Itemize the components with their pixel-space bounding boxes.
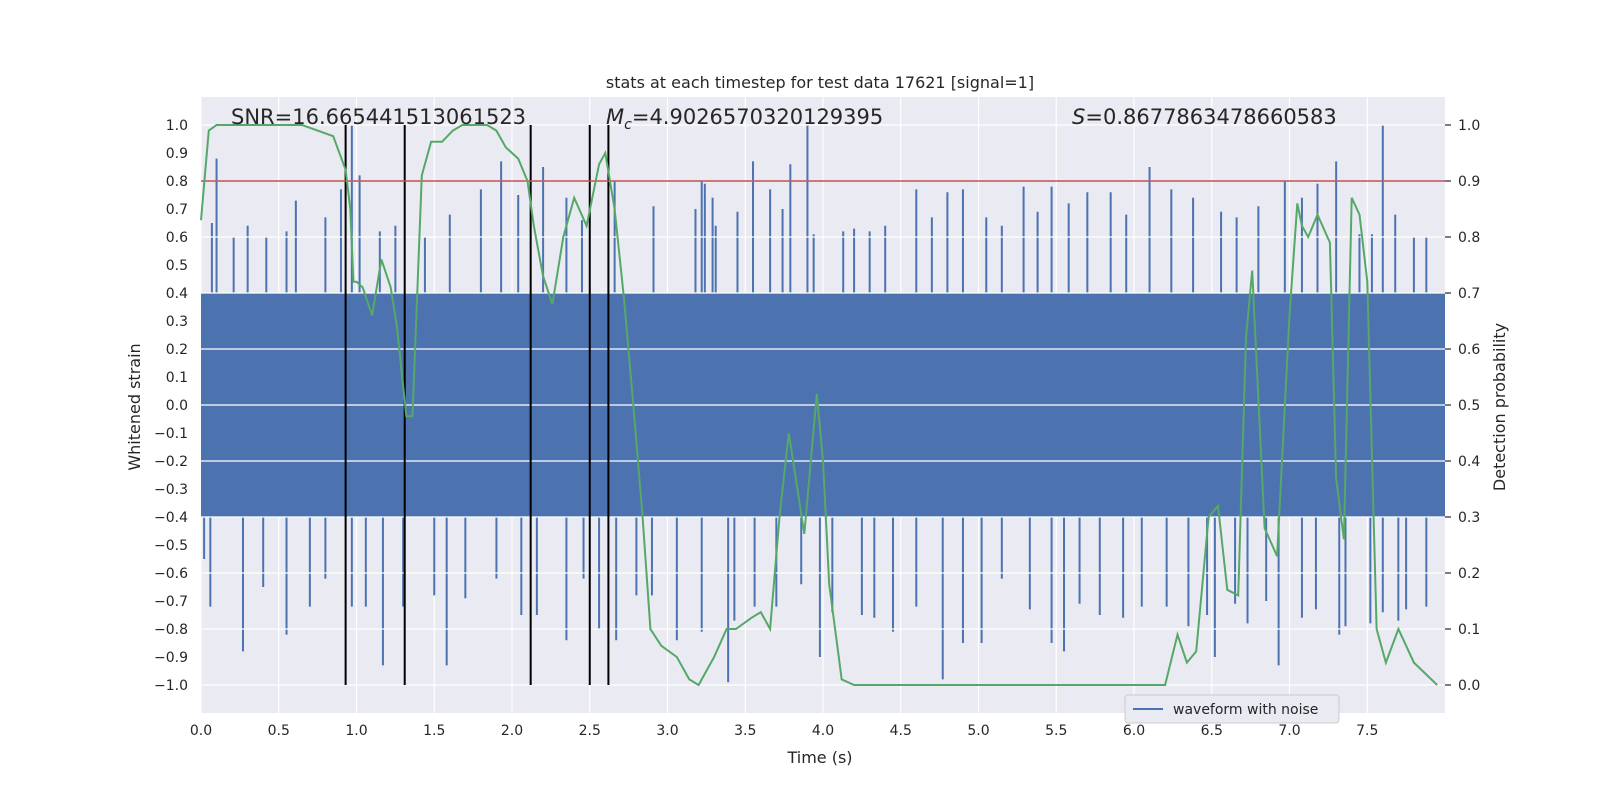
- y2-tick-label: 0.0: [1458, 678, 1480, 694]
- x-tick-label: 6.0: [1123, 723, 1145, 739]
- y-tick-label: −0.4: [154, 510, 188, 526]
- s-symbol: S: [1072, 105, 1085, 129]
- y-tick-label: −0.8: [154, 622, 188, 638]
- mc-symbol: M: [606, 105, 624, 129]
- y-tick-label: 1.0: [166, 118, 188, 134]
- x-tick-label: 6.5: [1201, 723, 1223, 739]
- legend-box: [1124, 694, 1340, 724]
- s-equals: =: [1085, 105, 1103, 129]
- snr-prefix: SNR=: [231, 105, 292, 129]
- x-tick-label: 7.5: [1356, 723, 1378, 739]
- x-tick-label: 7.0: [1278, 723, 1300, 739]
- y-tick-label: 0.0: [166, 398, 188, 414]
- y-tick-label: −0.3: [154, 482, 188, 498]
- y-tick-label: −0.6: [154, 566, 188, 582]
- y2-tick-label: 0.8: [1458, 230, 1480, 246]
- snr-value: 16.665441513061523: [292, 105, 526, 129]
- y-tick-label: −0.5: [154, 538, 188, 554]
- y-tick-label: −0.9: [154, 650, 188, 666]
- mc-equals: =: [632, 105, 650, 129]
- x-tick-label: 5.5: [1045, 723, 1067, 739]
- y2-tick-label: 0.6: [1458, 342, 1480, 358]
- legend: waveform with noise: [1124, 694, 1340, 724]
- y-tick-label: 0.2: [166, 342, 188, 358]
- x-tick-label: 5.0: [967, 723, 989, 739]
- x-tick-label: 2.5: [579, 723, 601, 739]
- x-tick-label: 0.5: [268, 723, 290, 739]
- y-tick-label: 0.7: [166, 202, 188, 218]
- y2-tick-label: 0.4: [1458, 454, 1480, 470]
- mc-annotation: Mc=4.9026570320129395: [606, 105, 883, 133]
- y2-tick-label: 0.3: [1458, 510, 1480, 526]
- y-tick-label: −1.0: [154, 678, 188, 694]
- y2-tick-label: 0.9: [1458, 174, 1480, 190]
- x-tick-label: 4.0: [812, 723, 834, 739]
- y-tick-label: −0.2: [154, 454, 188, 470]
- event-markers: [344, 125, 610, 685]
- x-tick-label: 3.5: [734, 723, 756, 739]
- y-axis-label: Whitened strain: [125, 343, 144, 470]
- snr-annotation: SNR=16.665441513061523: [231, 105, 526, 129]
- x-tick-label: 4.5: [890, 723, 912, 739]
- y-tick-label: 0.5: [166, 258, 188, 274]
- y-tick-label: 0.1: [166, 370, 188, 386]
- chart-title: stats at each timestep for test data 176…: [606, 73, 1034, 92]
- x-tick-label: 1.0: [345, 723, 367, 739]
- s-annotation: S=0.8677863478660583: [1072, 105, 1337, 129]
- y-tick-label: 0.4: [166, 286, 188, 302]
- x-tick-label: 3.0: [656, 723, 678, 739]
- y-tick-label: 0.8: [166, 174, 188, 190]
- y-tick-label: −0.1: [154, 426, 188, 442]
- x-axis-label: Time (s): [786, 748, 852, 767]
- y-tick-label: 0.9: [166, 146, 188, 162]
- y2-tick-label: 1.0: [1458, 118, 1480, 134]
- x-tick-label: 1.5: [423, 723, 445, 739]
- y-tick-label: 0.6: [166, 230, 188, 246]
- mc-subscript: c: [624, 117, 632, 133]
- y-tick-label: 0.3: [166, 314, 188, 330]
- y2-tick-label: 0.5: [1458, 398, 1480, 414]
- y2-tick-label: 0.1: [1458, 622, 1480, 638]
- y2-tick-label: 0.7: [1458, 286, 1480, 302]
- probability-series: [200, 124, 1438, 687]
- y-tick-label: −0.7: [154, 594, 188, 610]
- probability-line: [200, 124, 1438, 687]
- mc-value: 4.9026570320129395: [649, 105, 883, 129]
- x-tick-label: 2.0: [501, 723, 523, 739]
- y2-tick-label: 0.2: [1458, 566, 1480, 582]
- axes: 0.0 0.5 1.0 1.5 2.0 2.5 3.0 3.5 4.0 4.5 5.0 5.5 6.0 6…: [154, 118, 1480, 739]
- x-tick-label: 0.0: [190, 723, 212, 739]
- legend-label-waveform: waveform with noise: [1173, 702, 1318, 718]
- y2-axis-label: Detection probability: [1490, 323, 1509, 491]
- s-value: 0.8677863478660583: [1103, 105, 1337, 129]
